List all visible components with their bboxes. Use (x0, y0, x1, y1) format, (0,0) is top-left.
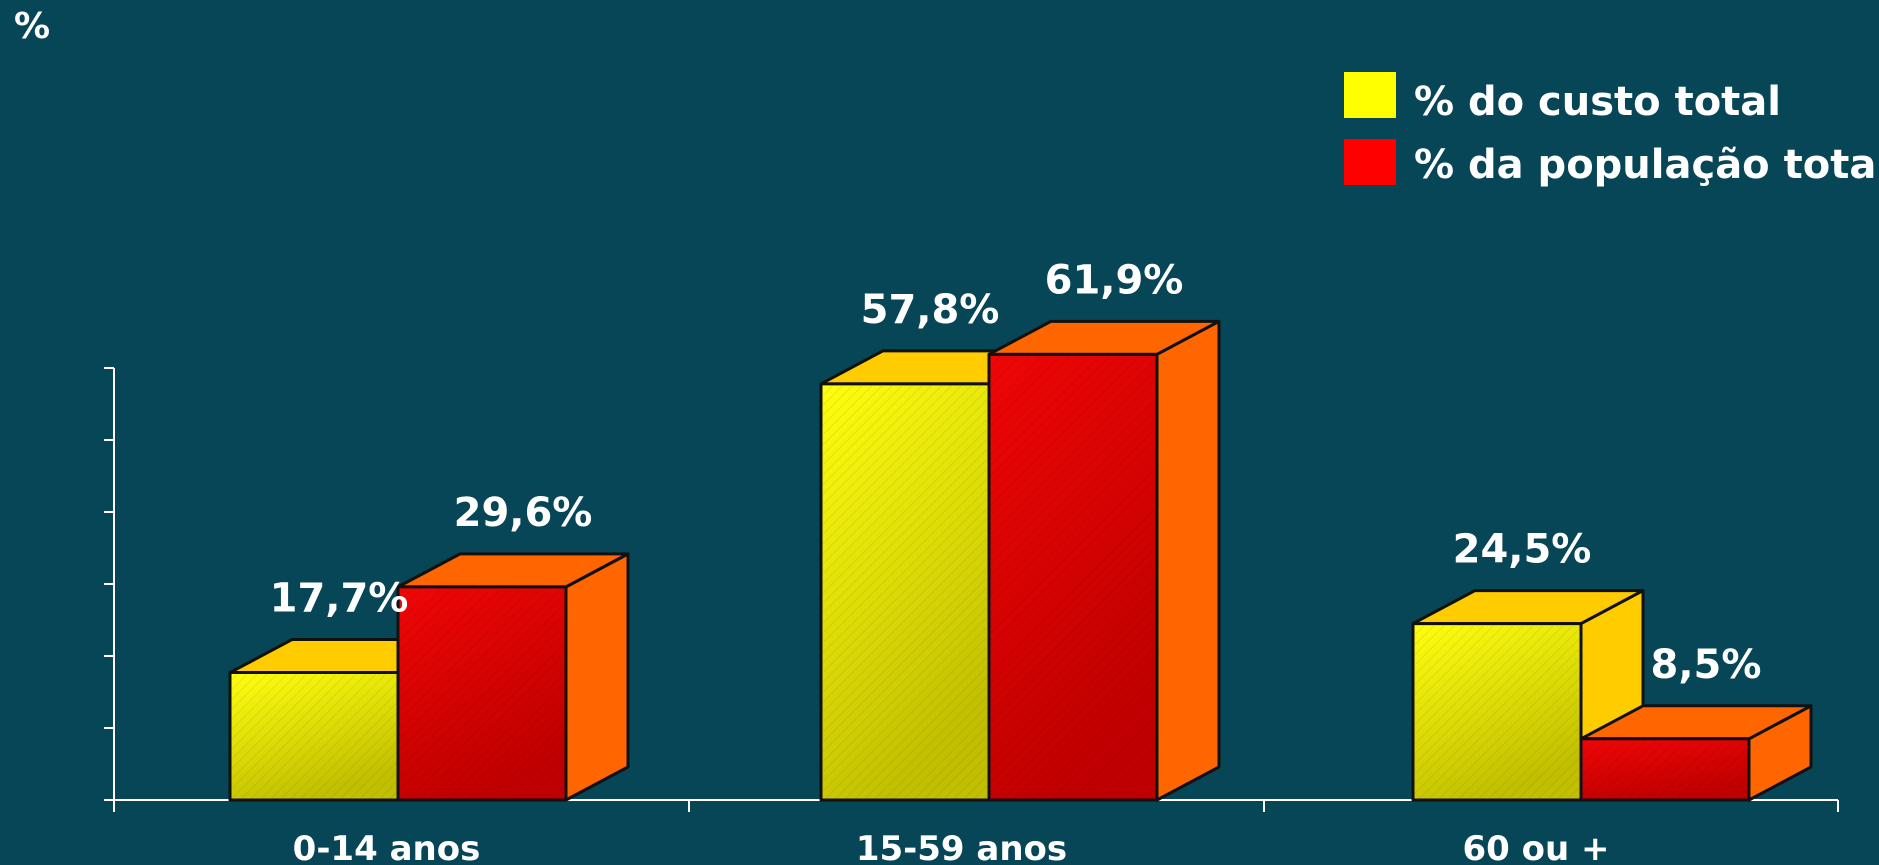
data-label: 61,9% (1045, 257, 1184, 303)
data-label: 29,6% (454, 490, 593, 536)
data-labels: 17,7% 29,6% 57,8% 61,9% 24,5% 8,5% (270, 257, 1762, 687)
bar-hatch (1415, 625, 1579, 798)
x-tick-label: 0-14 anos (293, 829, 481, 865)
data-label: 17,7% (270, 576, 409, 622)
bar-hatch (232, 674, 396, 798)
bar-populacao (1579, 704, 1813, 802)
x-tick-label: 60 ou + (1462, 829, 1609, 865)
x-tick-label: 15-59 anos (856, 829, 1067, 865)
legend-swatch-populacao (1344, 139, 1396, 185)
bar-populacao (987, 319, 1221, 802)
bar-side-face (1155, 319, 1221, 802)
bar-hatch (1583, 740, 1747, 798)
data-label: 57,8% (861, 287, 1000, 333)
legend-label-populacao: % da população total (1414, 142, 1879, 188)
y-axis-label: % (14, 6, 50, 47)
legend: % do custo total % da população total (1344, 72, 1879, 188)
bar-hatch (400, 588, 564, 798)
legend-label-custo: % do custo total (1414, 79, 1781, 125)
data-label: 24,5% (1453, 527, 1592, 573)
data-label: 8,5% (1651, 642, 1762, 688)
bar-hatch (991, 356, 1155, 798)
bars (228, 319, 1813, 802)
bar-populacao (396, 552, 630, 802)
legend-swatch-custo (1344, 72, 1396, 118)
bar-side-face (564, 552, 630, 802)
bar-hatch (823, 385, 987, 798)
x-tick-labels: 0-14 anos 15-59 anos 60 ou + (293, 829, 1610, 865)
